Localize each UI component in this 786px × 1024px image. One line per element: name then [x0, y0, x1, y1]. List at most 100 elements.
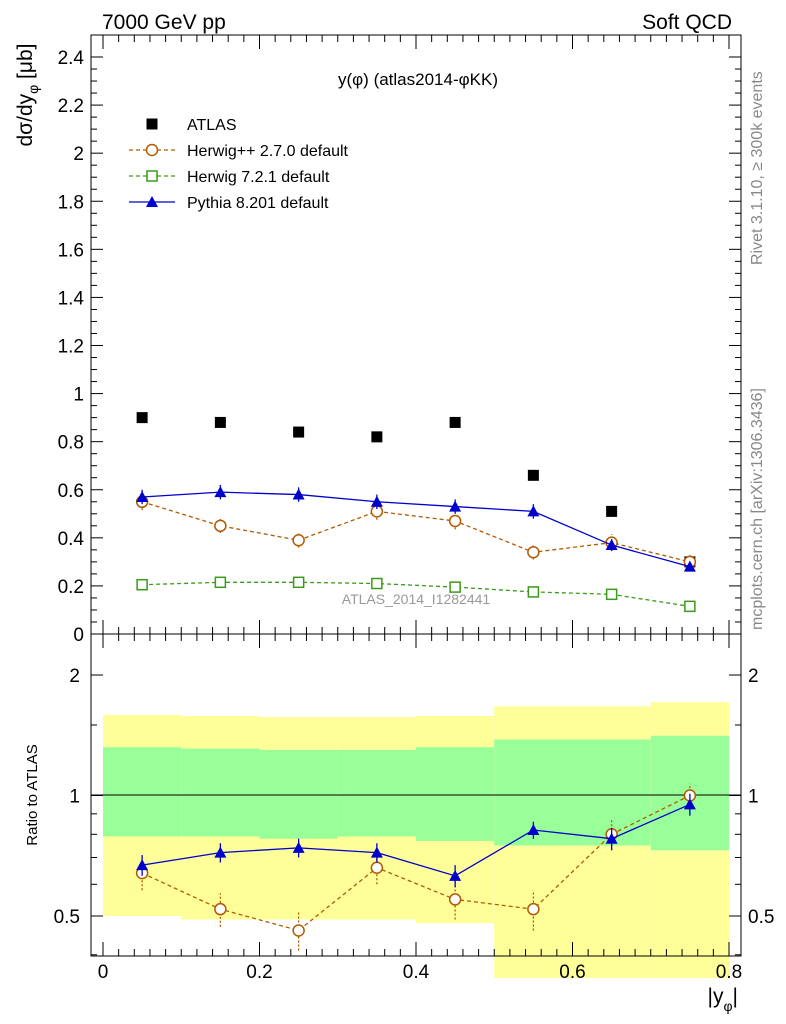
ratio-herwig-2-7-0-default-line	[141, 794, 691, 932]
main-y-tick-label: 1.8	[58, 192, 84, 213]
ratio-green-band	[259, 749, 338, 839]
main-pythia-8-201-default-line	[142, 491, 691, 568]
main-herwig-7-2-1-default-point	[371, 577, 383, 590]
legend-entry-label: Herwig 7.2.1 default	[187, 169, 330, 186]
main-y-tick-label: 2	[73, 144, 84, 165]
main-pythia-8-201-default-point	[292, 488, 305, 500]
ratio-y-tick-label: 2	[69, 666, 80, 687]
main-atlas-point	[214, 416, 226, 428]
ratio-herwig-2-7-0-default-point	[292, 924, 305, 937]
x-tick-label: 0.8	[716, 962, 742, 983]
main-herwig-7-2-1-default-point	[214, 576, 227, 589]
main-pythia-8-201-default-point	[527, 505, 540, 517]
x-tick-label: 0.4	[403, 962, 430, 983]
main-atlas-point	[371, 431, 383, 443]
main-pythia-8-201-default-point	[136, 490, 149, 502]
main-y-tick-label: 0	[73, 625, 84, 646]
ratio-green-band	[416, 747, 495, 841]
main-herwig-7-2-1-default-point	[684, 600, 696, 613]
legend-entry-label: Pythia 8.201 default	[187, 195, 329, 212]
ratio-y-tick-label-right: 2	[748, 666, 759, 687]
main-herwig-7-2-1-default-line	[142, 581, 690, 607]
main-panel: y(φ) (atlas2014-φKK) ATLAS_2014_I1282441…	[14, 34, 742, 646]
ratio-y-tick-label: 0.5	[54, 907, 80, 928]
main-plot-area	[135, 412, 697, 613]
main-y-axis-label: dσ/dyφ [μb]	[14, 43, 41, 146]
legend-marker	[146, 170, 158, 182]
main-pythia-8-201-default-point	[370, 495, 383, 507]
ratio-y-tick-label-right: 0.5	[748, 907, 774, 928]
main-atlas-point	[136, 412, 148, 424]
main-y-tick-label: 1.6	[58, 240, 84, 261]
main-y-tick-label: 2.2	[58, 96, 84, 117]
main-herwig-7-2-1-default-point	[136, 578, 148, 591]
main-atlas-point	[606, 505, 618, 517]
main-herwig-7-2-1-default-point	[292, 576, 305, 589]
main-pythia-8-201-default-point	[605, 539, 618, 551]
main-herwig-2-7-0-default-point	[292, 533, 305, 547]
main-plot-title: y(φ) (atlas2014-φKK)	[338, 70, 498, 89]
x-ticks: 0 0.2 0.4 0.6 0.8	[98, 35, 742, 983]
main-y-tick-label: 1	[73, 385, 84, 406]
ratio-herwig-2-7-0-default-point	[527, 902, 540, 916]
main-y-tick-label: 1.2	[58, 337, 84, 358]
header-process-label: Soft QCD	[642, 11, 732, 34]
main-herwig-2-7-0-default-point	[527, 546, 540, 559]
ratio-green-band	[103, 747, 182, 837]
x-tick-label: 0.2	[246, 962, 272, 983]
main-pythia-8-201-default-point	[214, 486, 227, 498]
ratio-pythia-8-201-default-point	[527, 823, 540, 835]
main-y-tick-label: 0.6	[58, 481, 84, 502]
legend: ATLAS Herwig++ 2.7.0 default Herwig 7.2.1 …	[129, 117, 349, 212]
ratio-pythia-8-201-default-point	[214, 846, 227, 858]
main-herwig-7-2-1-default-point	[449, 581, 461, 593]
ratio-pythia-8-201-default-line	[142, 803, 691, 877]
ratio-y-ticks: 0.5 0.5 1 1 2 2	[54, 666, 774, 956]
mcplots-reference-label: mcplots.cern.ch [arXiv:1306.3436]	[749, 388, 766, 630]
ratio-pythia-8-201-default-point	[449, 869, 462, 881]
rivet-version-label: Rivet 3.1.10, ≥ 300k events	[749, 71, 766, 265]
ratio-pythia-8-201-default-point	[605, 832, 618, 844]
main-herwig-2-7-0-default-point	[448, 514, 462, 528]
main-y-ticks: 0 0.2 0.4 0.6 0.8 1 1.2 1.4 1.6 1.8 2 2.2 2.4	[58, 48, 741, 646]
ratio-pythia-8-201-default-point	[292, 841, 305, 853]
legend-marker	[146, 196, 158, 207]
main-atlas-point	[449, 416, 461, 428]
ratio-y-axis-label: Ratio to ATLAS	[24, 744, 41, 845]
header-energy-label: 7000 GeV pp	[102, 11, 226, 34]
ratio-pythia-8-201-default-point	[370, 846, 383, 858]
main-atlas-point	[527, 469, 539, 481]
main-pythia-8-201-default-point	[449, 500, 462, 512]
analysis-watermark: ATLAS_2014_I1282441	[342, 591, 491, 607]
ratio-panel: 0.5 0.51 12 2 0 0.2 0.4 0.6 0.8 Ratio to ATLAS …	[24, 35, 774, 1014]
legend-marker	[146, 118, 158, 130]
ratio-pythia-8-201-default-point	[683, 798, 696, 810]
ratio-plot-area	[135, 783, 697, 951]
main-y-tick-label: 1.4	[58, 288, 85, 309]
ratio-y-tick-label: 1	[69, 787, 80, 808]
ratio-uncertainty-bands	[103, 702, 729, 979]
main-herwig-7-2-1-default-point	[527, 586, 540, 598]
x-tick-label: 0	[98, 962, 109, 983]
main-herwig-2-7-0-default-point	[214, 519, 227, 533]
main-y-tick-label: 0.2	[58, 577, 84, 598]
legend-entry-label: Herwig++ 2.7.0 default	[187, 143, 349, 160]
main-y-tick-label: 0.4	[58, 529, 85, 550]
ratio-herwig-2-7-0-default-point	[214, 902, 227, 916]
main-pythia-8-201-default-point	[683, 560, 696, 572]
ratio-green-band	[337, 749, 416, 837]
x-tick-label: 0.6	[559, 962, 585, 983]
ratio-herwig-2-7-0-default-point	[370, 861, 384, 874]
x-axis-label: |yφ|	[707, 985, 738, 1014]
ratio-y-tick-label-right: 1	[748, 787, 759, 808]
main-y-tick-label: 0.8	[58, 433, 84, 454]
ratio-pythia-8-201-default-point	[136, 859, 149, 871]
ratio-green-band	[181, 748, 260, 837]
main-atlas-point	[293, 426, 305, 438]
legend-entry-label: ATLAS	[187, 117, 237, 134]
ratio-herwig-2-7-0-default-point	[448, 893, 462, 906]
main-herwig-7-2-1-default-point	[605, 588, 618, 601]
main-y-tick-label: 2.4	[58, 48, 85, 69]
legend-marker	[145, 143, 159, 157]
